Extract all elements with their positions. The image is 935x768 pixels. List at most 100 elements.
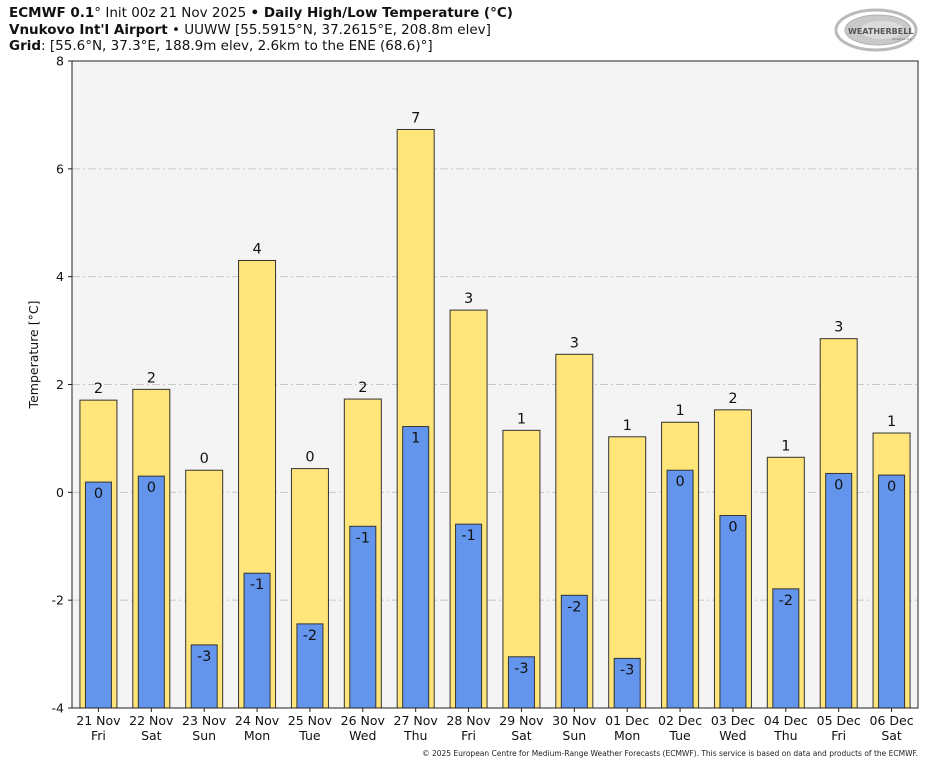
low-temp-label: -3 xyxy=(197,649,211,665)
x-tick-label-date: 05 Dec xyxy=(817,713,861,728)
y-tick-label: 6 xyxy=(56,161,64,176)
low-temp-bar xyxy=(137,475,165,709)
model-name: ECMWF 0.1 xyxy=(9,5,95,21)
low-temp-bar xyxy=(243,572,271,709)
high-temp-label: 2 xyxy=(728,391,737,407)
x-tick-label-weekday: Sat xyxy=(141,728,162,743)
logo-text: WEATHERBELL xyxy=(848,27,913,36)
low-temp-bar xyxy=(507,656,535,709)
high-temp-label: 2 xyxy=(94,381,103,397)
y-tick-label: 0 xyxy=(56,485,64,500)
x-tick-label-date: 30 Nov xyxy=(552,713,597,728)
bullet: • xyxy=(250,5,260,21)
x-tick-label-date: 22 Nov xyxy=(129,713,174,728)
x-tick-label-date: 21 Nov xyxy=(76,713,121,728)
low-temp-label: -2 xyxy=(567,599,581,615)
x-tick-label-date: 06 Dec xyxy=(870,713,914,728)
low-temp-bar xyxy=(825,472,853,709)
x-tick-label-weekday: Sun xyxy=(192,728,216,743)
x-tick-label-weekday: Fri xyxy=(461,728,476,743)
x-tick-label-date: 23 Nov xyxy=(182,713,227,728)
low-temp-bar xyxy=(84,481,112,709)
x-tick-label-date: 24 Nov xyxy=(235,713,280,728)
low-temp-label: -1 xyxy=(461,528,475,544)
low-temp-label: -3 xyxy=(514,661,528,677)
x-tick-label-date: 29 Nov xyxy=(499,713,544,728)
x-tick-label-date: 26 Nov xyxy=(341,713,386,728)
low-temp-label: 0 xyxy=(94,486,103,502)
x-tick-label-date: 02 Dec xyxy=(658,713,702,728)
x-tick-label-weekday: Sat xyxy=(511,728,532,743)
low-temp-bar xyxy=(296,623,324,709)
high-temp-label: 0 xyxy=(200,451,209,467)
title-line-3: Grid: [55.6°N, 37.3°E, 188.9m elev, 2.6k… xyxy=(9,38,433,54)
station-name: Vnukovo Int'l Airport xyxy=(9,22,168,38)
high-temp-label: 7 xyxy=(411,110,420,126)
high-temp-label: 2 xyxy=(358,380,367,396)
high-temp-label: 4 xyxy=(252,241,261,257)
title-line-2: Vnukovo Int'l Airport • UUWW [55.5915°N,… xyxy=(9,22,491,38)
x-tick-label-date: 04 Dec xyxy=(764,713,808,728)
logo-swirl-inner xyxy=(860,21,904,39)
low-temp-label: 0 xyxy=(147,480,156,496)
high-temp-label: 3 xyxy=(570,335,579,351)
low-temp-bar xyxy=(719,515,747,709)
x-tick-label-weekday: Tue xyxy=(668,728,691,743)
grid-label: Grid xyxy=(9,38,42,54)
low-temp-label: 0 xyxy=(675,474,684,490)
low-temp-label: 0 xyxy=(887,479,896,495)
x-tick-label-weekday: Sun xyxy=(562,728,586,743)
x-tick-label-weekday: Thu xyxy=(773,728,797,743)
bars xyxy=(79,128,911,709)
low-temp-label: -2 xyxy=(303,628,317,644)
bullet: • xyxy=(167,22,185,38)
bar-labels: 2 0 2 0 0 -3 4 -1 0 -2 2 -1 7 1 3 -1 1 -3 3 -2 1 -3 1 0 2 0 1 -2 3 0 1… xyxy=(94,110,896,678)
x-tick-label-weekday: Fri xyxy=(831,728,846,743)
low-temp-bar xyxy=(402,426,430,709)
y-axis-label: Temperature [°C] xyxy=(26,301,41,410)
x-tick-label-weekday: Thu xyxy=(403,728,427,743)
x-tick-label-weekday: Tue xyxy=(298,728,321,743)
low-temp-label: 1 xyxy=(411,431,420,447)
y-tick-label: -4 xyxy=(52,701,65,716)
degree-symbol: ° xyxy=(94,5,102,21)
x-tick-label-weekday: Fri xyxy=(91,728,106,743)
logo-subtext: Analytics LLC xyxy=(892,37,912,41)
copyright-footer: © 2025 European Centre for Medium-Range … xyxy=(422,749,918,758)
x-tick-label-weekday: Sat xyxy=(881,728,902,743)
low-temp-label: 0 xyxy=(728,520,737,536)
high-temp-label: 2 xyxy=(147,370,156,386)
product-title: Daily High/Low Temperature (°C) xyxy=(259,5,513,21)
low-temp-label: -3 xyxy=(620,662,634,678)
high-temp-label: 3 xyxy=(834,320,843,336)
high-temp-label: 1 xyxy=(781,438,790,454)
x-tick-label-date: 01 Dec xyxy=(605,713,649,728)
weatherbell-logo: WEATHERBELL Analytics LLC xyxy=(834,8,918,52)
low-temp-label: -2 xyxy=(779,593,793,609)
high-temp-label: 1 xyxy=(517,411,526,427)
title-line-1: ECMWF 0.1° Init 00z 21 Nov 2025 • Daily … xyxy=(9,5,513,21)
low-temp-label: -1 xyxy=(250,577,264,593)
low-temp-label: 0 xyxy=(834,477,843,493)
y-tick-label: 2 xyxy=(56,377,64,392)
high-temp-label: 3 xyxy=(464,291,473,307)
x-tick-label-weekday: Mon xyxy=(244,728,270,743)
low-temp-bar xyxy=(560,594,588,709)
high-temp-label: 1 xyxy=(623,418,632,434)
y-tick-label: 4 xyxy=(56,269,64,284)
low-temp-bar xyxy=(349,525,377,709)
low-temp-bar xyxy=(190,644,218,709)
low-temp-bar xyxy=(455,523,483,709)
low-temp-bar xyxy=(666,469,694,709)
x-tick-label-date: 25 Nov xyxy=(288,713,333,728)
y-tick-label: 8 xyxy=(56,54,64,69)
low-temp-label: -1 xyxy=(356,530,370,546)
logo-swirl-outer xyxy=(834,8,918,52)
y-axis: -4 -2 0 2 4 6 8 xyxy=(52,54,72,716)
init-time: Init 00z 21 Nov 2025 xyxy=(101,5,251,21)
low-temp-bar xyxy=(878,474,906,709)
high-temp-label: 1 xyxy=(675,403,684,419)
station-details: UUWW [55.5915°N, 37.2615°E, 208.8m elev] xyxy=(184,22,491,38)
